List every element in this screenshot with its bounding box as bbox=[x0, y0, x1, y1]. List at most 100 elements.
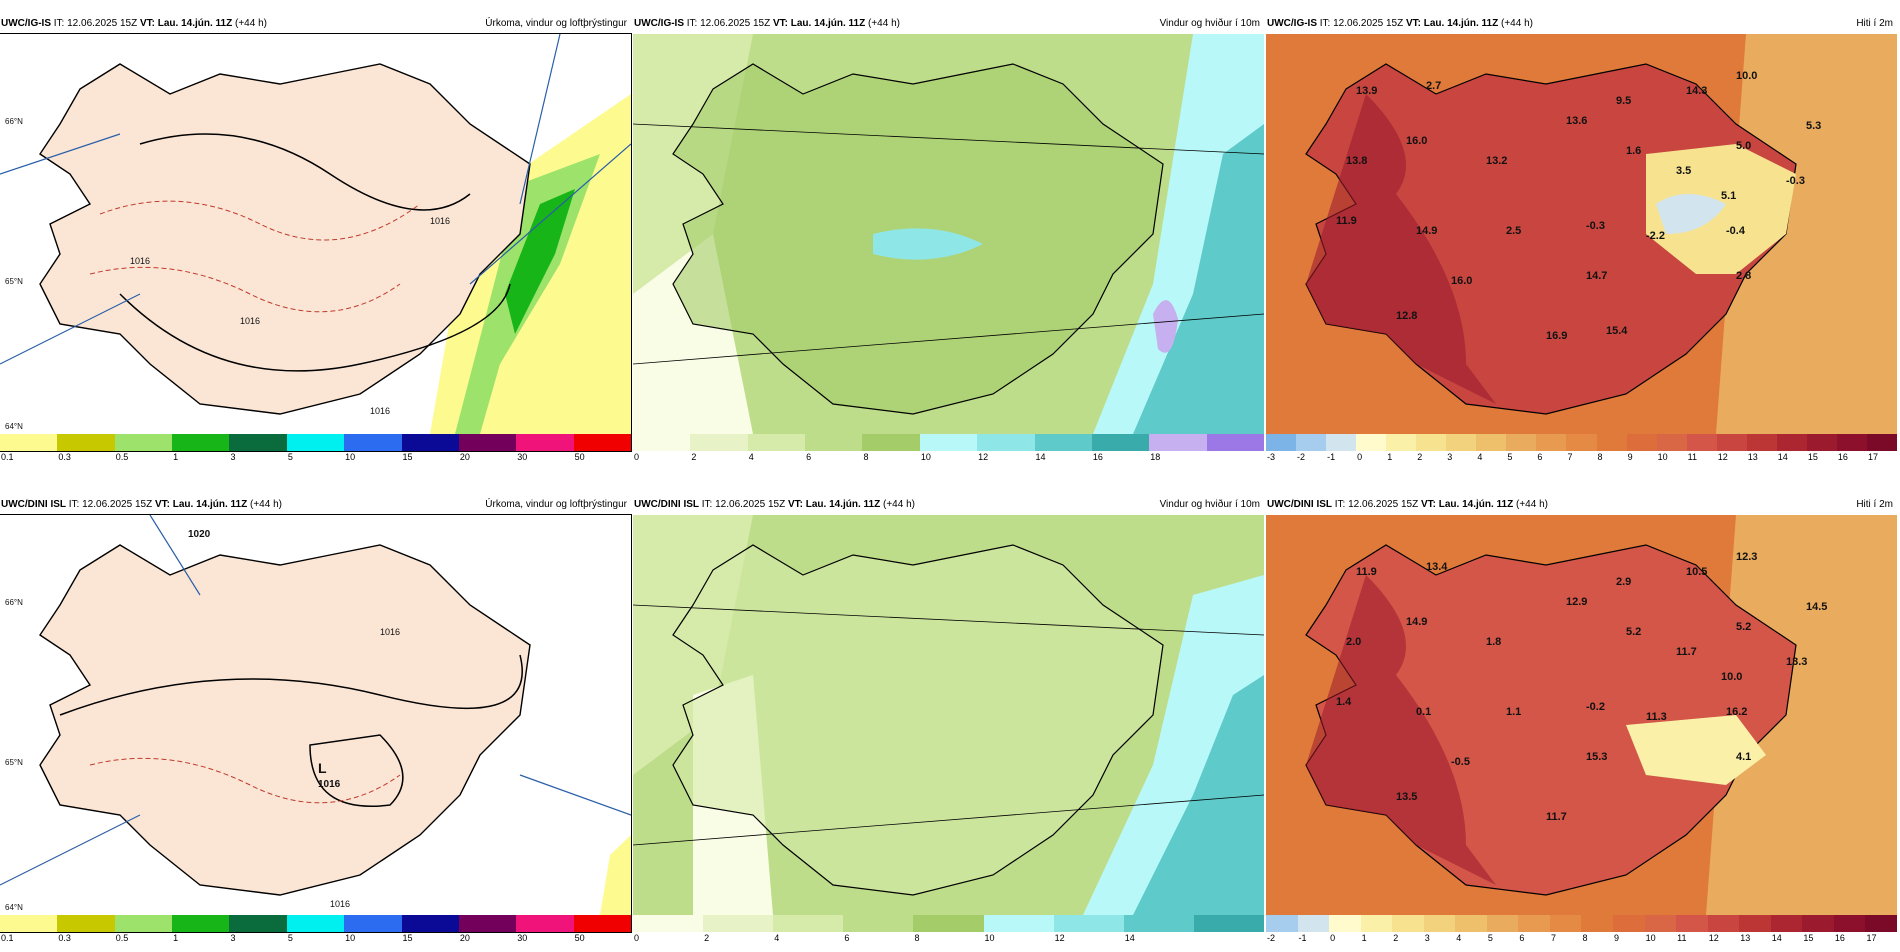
temperature-label: -0.3 bbox=[1586, 220, 1605, 232]
colorbar-swatch bbox=[1476, 434, 1507, 451]
colorbar-tick-label: 4 bbox=[774, 933, 780, 943]
colorbar-tick-label: 0.3 bbox=[58, 933, 71, 943]
colorbar-swatch bbox=[633, 915, 704, 932]
colorbar-tick-label: 8 bbox=[1582, 933, 1588, 943]
temperature-label: 14.3 bbox=[1686, 85, 1707, 97]
colorbar-swatch bbox=[747, 434, 806, 451]
colorbar-tick-label: 2 bbox=[1417, 452, 1423, 462]
map-temperature: 11.9 13.4 10.5 12.3 2.9 12.9 14.5 14.9 5.2 2.0 1.8… bbox=[1266, 515, 1897, 932]
colorbar-swatch bbox=[516, 434, 574, 451]
panel-header: UWC/DINI ISL IT: 12.06.2025 15Z VT: Lau.… bbox=[1266, 497, 1897, 513]
panel-header: UWC/IG-IS IT: 12.06.2025 15Z VT: Lau. 14… bbox=[0, 16, 631, 32]
temperature-label: -2.2 bbox=[1646, 230, 1665, 242]
map-temperature: 13.9 2.7 14.3 10.0 9.5 13.6 5.3 16.0 1.6 13.8 13.2… bbox=[1266, 34, 1897, 451]
colorbar-swatch bbox=[1392, 915, 1424, 932]
panel-wind-igis: UWC/IG-IS IT: 12.06.2025 15Z VT: Lau. 14… bbox=[633, 16, 1264, 471]
temperature-label: 12.8 bbox=[1396, 310, 1417, 322]
colorbar-swatch bbox=[1091, 434, 1150, 451]
colorbar-swatch bbox=[1356, 434, 1387, 451]
colorbar-swatch bbox=[114, 915, 173, 932]
colorbar-swatch bbox=[633, 434, 691, 451]
colorbar-tick-label: 17 bbox=[1867, 452, 1878, 462]
init-time: IT: 12.06.2025 15Z bbox=[1319, 18, 1404, 29]
colorbar-swatch bbox=[1518, 915, 1550, 932]
colorbar-tick-label: 12 bbox=[1708, 933, 1719, 943]
colorbar-ticks: -3 -2 -1 0 1 2 3 4 5 6 7 8 9 10 11 12 13 14 15 16 17 bbox=[1266, 452, 1897, 464]
colorbar-tick-label: 6 bbox=[1519, 933, 1525, 943]
temperature-label: 12.3 bbox=[1736, 551, 1757, 563]
colorbar-tick-label: 13 bbox=[1747, 452, 1758, 462]
low-pressure-value: 1016 bbox=[318, 779, 341, 790]
temperature-label: 2.8 bbox=[1736, 270, 1751, 282]
panel-title: Úrkoma, vindur og loftþrýstingur bbox=[485, 18, 627, 29]
valid-time: Lau. 14.jún. 11Z bbox=[1438, 499, 1514, 510]
colorbar-swatch bbox=[1455, 915, 1487, 932]
colorbar-swatch bbox=[1446, 434, 1477, 451]
colorbar-tick-label: -3 bbox=[1267, 452, 1276, 462]
colorbar-tick-label: 30 bbox=[517, 933, 528, 943]
isobar-label: 1016 bbox=[430, 216, 450, 226]
colorbar-tick-label: 14 bbox=[1035, 452, 1046, 462]
colorbar-tick-label: 3 bbox=[230, 933, 236, 943]
colorbar-swatch bbox=[805, 434, 863, 451]
colorbar-tick-label: 14 bbox=[1771, 933, 1782, 943]
colorbar-tick-label: 5 bbox=[287, 933, 293, 943]
colorbar-tick-label: 10 bbox=[345, 452, 356, 462]
lead-time: (+44 h) bbox=[1516, 499, 1548, 510]
colorbar-tick-label: 50 bbox=[574, 933, 585, 943]
colorbar-swatch bbox=[114, 434, 173, 451]
colorbar-swatch bbox=[573, 434, 631, 451]
map-canvas: 11.9 13.4 10.5 12.3 2.9 12.9 14.5 14.9 5.2 2.0 1.8… bbox=[1266, 515, 1897, 915]
isobar-label: 1016 bbox=[370, 406, 390, 416]
temperature-label: 14.9 bbox=[1416, 225, 1437, 237]
colorbar-swatch bbox=[1676, 915, 1708, 932]
colorbar-tick-label: 20 bbox=[459, 452, 470, 462]
colorbar-tick-label: 16 bbox=[1834, 933, 1845, 943]
temperature-label: 16.0 bbox=[1451, 275, 1472, 287]
lat-label: 66°N bbox=[5, 598, 23, 607]
colorbar-swatch bbox=[919, 434, 978, 451]
colorbar-swatch bbox=[1193, 915, 1264, 932]
colorbar-tick-label: 10 bbox=[920, 452, 931, 462]
colorbar bbox=[1266, 915, 1897, 932]
temperature-label: 14.9 bbox=[1406, 616, 1427, 628]
init-time: IT: 12.06.2025 15Z bbox=[68, 499, 153, 510]
lat-label: 64°N bbox=[5, 903, 23, 912]
temperature-label: 4.1 bbox=[1736, 751, 1751, 763]
colorbar-tick-label: -2 bbox=[1267, 933, 1276, 943]
colorbar-swatch bbox=[1716, 434, 1747, 451]
colorbar-swatch bbox=[1206, 434, 1264, 451]
init-time: IT: 12.06.2025 15Z bbox=[1334, 499, 1419, 510]
temperature-label: 9.5 bbox=[1616, 95, 1631, 107]
colorbar-swatch bbox=[1423, 915, 1456, 932]
init-time: IT: 12.06.2025 15Z bbox=[53, 18, 138, 29]
colorbar-swatch bbox=[1626, 434, 1657, 451]
valid-time-prefix: VT: bbox=[1405, 18, 1421, 29]
colorbar-ticks: 0 2 4 6 8 10 12 14 16 18 bbox=[633, 452, 1264, 464]
colorbar-tick-label: 15 bbox=[1803, 933, 1814, 943]
colorbar-swatch bbox=[1866, 434, 1897, 451]
colorbar-tick-label: 8 bbox=[1597, 452, 1603, 462]
colorbar-tick-label: 17 bbox=[1866, 933, 1877, 943]
colorbar-tick-label: 10 bbox=[1645, 933, 1656, 943]
map-precip: L 1016 1020 1016 1016 66°N 65°N 64°N bbox=[0, 514, 632, 933]
map-canvas bbox=[633, 34, 1264, 434]
temperature-label: 0.1 bbox=[1416, 706, 1431, 718]
colorbar-swatch bbox=[1506, 434, 1537, 451]
colorbar-ticks: 0.1 0.3 0.5 1 3 5 10 15 20 30 50 bbox=[0, 933, 631, 945]
model-name: UWC/DINI ISL bbox=[1267, 499, 1332, 510]
valid-time: Lau. 14.jún. 11Z bbox=[157, 18, 233, 29]
colorbar-tick-label: 15 bbox=[1807, 452, 1818, 462]
colorbar bbox=[633, 915, 1264, 932]
temperature-label: 13.8 bbox=[1346, 155, 1367, 167]
colorbar-tick-label: 4 bbox=[1456, 933, 1462, 943]
colorbar-ticks: 0.1 0.3 0.5 1 3 5 10 15 20 30 50 bbox=[0, 452, 631, 464]
temperature-label: 1.1 bbox=[1506, 706, 1521, 718]
colorbar-swatch bbox=[401, 915, 459, 932]
lat-label: 66°N bbox=[5, 117, 23, 126]
panel-header: UWC/DINI ISL IT: 12.06.2025 15Z VT: Lau.… bbox=[633, 497, 1264, 513]
colorbar-swatch bbox=[1266, 915, 1298, 932]
colorbar-swatch bbox=[703, 915, 774, 932]
colorbar-swatch bbox=[983, 915, 1054, 932]
init-time: IT: 12.06.2025 15Z bbox=[701, 499, 786, 510]
